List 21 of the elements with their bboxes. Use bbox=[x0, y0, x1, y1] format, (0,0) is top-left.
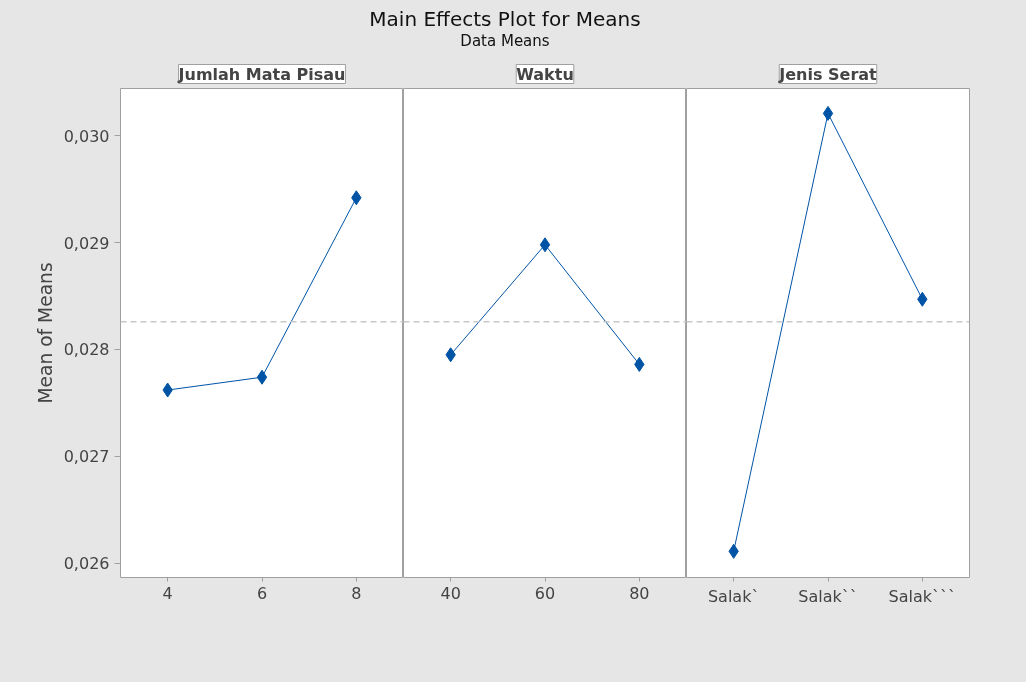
x-tick-label: Salak` bbox=[707, 586, 760, 606]
y-axis-title: Mean of Means bbox=[34, 262, 56, 404]
x-axis-title: Jenis Serat bbox=[778, 64, 878, 84]
y-tick-label: 0,028 bbox=[63, 340, 110, 360]
text: Data Means bbox=[460, 30, 550, 52]
text: Main Effects Plot for Means bbox=[369, 7, 641, 31]
y-tick-label: 0,030 bbox=[63, 126, 110, 146]
y-tick-label: 0,027 bbox=[63, 447, 110, 467]
x-tick-label: 6 bbox=[256, 583, 268, 603]
point bbox=[256, 369, 268, 385]
x-tick-label: Salak`` bbox=[798, 586, 858, 606]
x-tick-label: Salak``` bbox=[888, 586, 957, 606]
x-tick-label: 60 bbox=[534, 583, 556, 603]
x-tick-label: 80 bbox=[629, 583, 650, 603]
x-tick-label: 8 bbox=[351, 583, 362, 603]
x-axis-title: Jumlah Mata Pisau bbox=[177, 64, 346, 84]
y-tick-label: 0,026 bbox=[63, 554, 110, 574]
x-tick-label: 4 bbox=[162, 583, 173, 603]
x-axis-title: Waktu bbox=[516, 64, 574, 84]
y-tick-label: 0,029 bbox=[63, 233, 110, 253]
x-tick-label: 40 bbox=[440, 583, 461, 603]
